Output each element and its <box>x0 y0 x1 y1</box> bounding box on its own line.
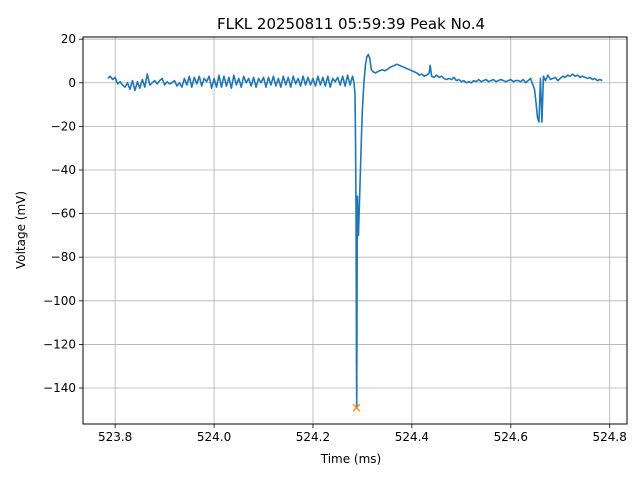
y-tick-label: 0 <box>68 76 76 90</box>
chart-title: FLKL 20250811 05:59:39 Peak No.4 <box>217 15 485 33</box>
peak-marker <box>352 403 361 412</box>
y-tick-label: −40 <box>51 163 76 177</box>
y-tick-label: 20 <box>61 32 76 46</box>
x-axis-label: Time (ms) <box>320 452 382 466</box>
grid <box>83 37 627 424</box>
plot-area-frame <box>82 36 628 425</box>
y-tick-label: −140 <box>43 381 76 395</box>
x-axis-ticks: 523.8 524.0 524.2 524.4 524.6 524.8 <box>98 424 627 444</box>
series-layer <box>107 53 603 409</box>
y-tick-label: −60 <box>51 207 76 221</box>
x-tick-label: 524.4 <box>395 430 429 444</box>
x-tick-label: 524.0 <box>197 430 231 444</box>
x-tick-label: 524.8 <box>593 430 627 444</box>
y-tick-label: −120 <box>43 337 76 351</box>
x-tick-label: 523.8 <box>98 430 132 444</box>
y-axis-ticks: 20 0 −20 −40 −60 −80 −100 −120 −140 <box>43 32 83 395</box>
y-tick-label: −100 <box>43 294 76 308</box>
series-line <box>107 53 603 409</box>
y-axis-label: Voltage (mV) <box>14 191 28 269</box>
y-tick-label: −80 <box>51 250 76 264</box>
y-tick-label: −20 <box>51 119 76 133</box>
x-tick-label: 524.2 <box>296 430 330 444</box>
marker-layer <box>352 403 361 412</box>
x-tick-label: 524.6 <box>494 430 528 444</box>
